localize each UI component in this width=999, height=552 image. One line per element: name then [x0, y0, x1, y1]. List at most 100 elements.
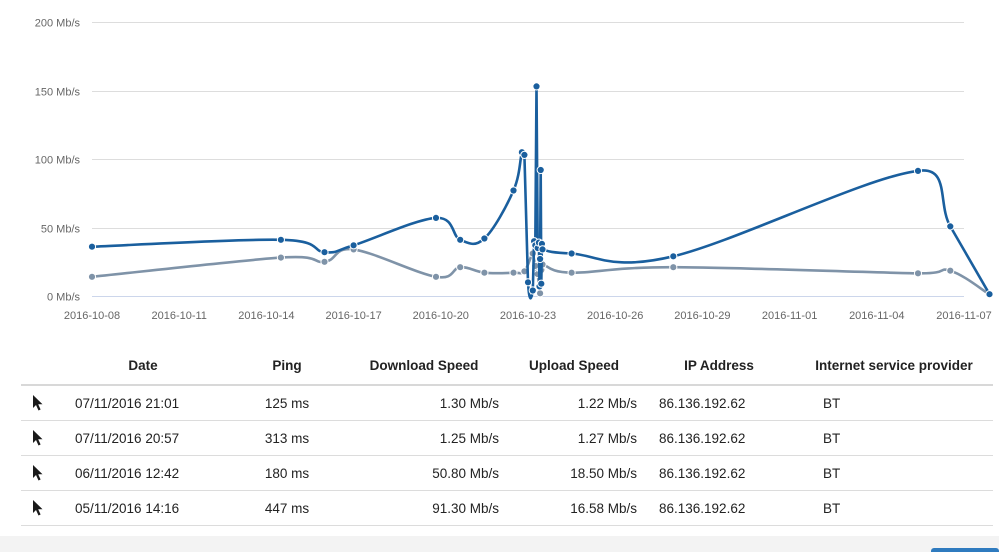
- header-action: [21, 346, 55, 386]
- speedtest-results-table: Date Ping Download Speed Upload Speed IP…: [21, 346, 993, 526]
- x-tick-label: 2016-10-14: [238, 310, 294, 322]
- row-ip-address: 86.136.192.62: [643, 490, 795, 526]
- row-ping: 313 ms: [231, 420, 343, 456]
- table-row[interactable]: 06/11/2016 12:42 180 ms 50.80 Mb/s 18.50 Mb…: [21, 455, 993, 491]
- y-tick-label: 100 Mb/s: [35, 155, 81, 167]
- header-ping[interactable]: Ping: [231, 346, 343, 386]
- x-tick-label: 2016-11-04: [849, 310, 904, 322]
- row-download-speed: 1.30 Mb/s: [343, 384, 505, 421]
- x-axis-labels: 2016-10-08 2016-10-11 2016-10-14 2016-10-17…: [64, 310, 992, 322]
- row-date: 05/11/2016 14:16: [55, 490, 231, 526]
- header-download-speed[interactable]: Download Speed: [343, 346, 505, 386]
- data-point[interactable]: [87, 242, 97, 251]
- table-header-row: Date Ping Download Speed Upload Speed IP…: [21, 346, 993, 386]
- x-tick-label: 2016-11-01: [762, 310, 817, 322]
- corner-button[interactable]: [931, 548, 999, 552]
- y-tick-label: 0 Mb/s: [47, 292, 81, 304]
- header-date[interactable]: Date: [55, 346, 231, 386]
- table-row[interactable]: 07/11/2016 20:57 313 ms 1.25 Mb/s 1.27 Mb/s…: [21, 420, 993, 456]
- row-date: 07/11/2016 20:57: [55, 420, 231, 456]
- data-point[interactable]: [532, 82, 541, 91]
- data-point[interactable]: [320, 248, 329, 257]
- data-point[interactable]: [913, 269, 923, 278]
- data-point[interactable]: [509, 186, 518, 195]
- header-ip-address[interactable]: IP Address: [643, 346, 795, 386]
- data-point[interactable]: [480, 234, 489, 243]
- y-axis-labels: 0 Mb/s 50 Mb/s 100 Mb/s 150 Mb/s 200 Mb/s: [35, 18, 81, 304]
- table-row[interactable]: 07/11/2016 21:01 125 ms 1.30 Mb/s 1.22 Mb/s…: [21, 384, 993, 421]
- chart-grid: [92, 22, 964, 297]
- data-point[interactable]: [538, 245, 547, 254]
- row-select-cell[interactable]: [21, 490, 55, 526]
- series-line: [87, 82, 994, 300]
- row-select-cell[interactable]: [21, 384, 55, 421]
- row-ping: 447 ms: [231, 490, 343, 526]
- row-ip-address: 86.136.192.62: [643, 384, 795, 421]
- row-ip-address: 86.136.192.62: [643, 455, 795, 491]
- data-point[interactable]: [985, 290, 994, 299]
- row-select-cell[interactable]: [21, 455, 55, 491]
- row-upload-speed: 16.58 Mb/s: [505, 490, 643, 526]
- row-date: 07/11/2016 21:01: [55, 384, 231, 421]
- row-download-speed: 50.80 Mb/s: [343, 455, 505, 491]
- x-tick-label: 2016-10-26: [587, 310, 643, 322]
- data-point[interactable]: [567, 249, 576, 258]
- data-point[interactable]: [536, 289, 545, 298]
- row-isp: BT: [795, 384, 993, 421]
- x-tick-label: 2016-10-17: [325, 310, 381, 322]
- cursor-arrow-icon[interactable]: [32, 500, 44, 516]
- x-tick-label: 2016-11-07: [936, 310, 991, 322]
- x-tick-label: 2016-10-20: [413, 310, 469, 322]
- row-select-cell[interactable]: [21, 420, 55, 456]
- row-isp: BT: [795, 420, 993, 456]
- data-point[interactable]: [523, 278, 533, 287]
- row-upload-speed: 18.50 Mb/s: [505, 455, 643, 491]
- row-download-speed: 1.25 Mb/s: [343, 420, 505, 456]
- speed-chart: 0 Mb/s 50 Mb/s 100 Mb/s 150 Mb/s 200 Mb/s 20…: [35, 18, 994, 322]
- data-point[interactable]: [349, 241, 358, 250]
- cursor-arrow-icon[interactable]: [32, 430, 44, 446]
- x-tick-label: 2016-10-23: [500, 310, 556, 322]
- x-tick-label: 2016-10-08: [64, 310, 120, 322]
- row-isp: BT: [795, 455, 993, 491]
- data-point[interactable]: [669, 252, 678, 261]
- chart-series: [87, 82, 994, 300]
- data-point[interactable]: [946, 222, 955, 231]
- x-tick-label: 2016-10-29: [674, 310, 730, 322]
- row-upload-speed: 1.22 Mb/s: [505, 384, 643, 421]
- data-point[interactable]: [276, 235, 285, 244]
- row-download-speed: 91.30 Mb/s: [343, 490, 505, 526]
- data-point[interactable]: [913, 166, 923, 175]
- data-point[interactable]: [537, 279, 546, 288]
- data-point[interactable]: [567, 268, 576, 277]
- data-point[interactable]: [520, 150, 529, 159]
- data-point[interactable]: [509, 268, 518, 277]
- data-point[interactable]: [536, 254, 545, 264]
- data-point[interactable]: [480, 268, 489, 277]
- data-point[interactable]: [320, 257, 329, 266]
- data-point[interactable]: [87, 272, 97, 281]
- x-tick-label: 2016-10-11: [151, 310, 206, 322]
- table-row[interactable]: 05/11/2016 14:16 447 ms 91.30 Mb/s 16.58 Mb…: [21, 490, 993, 526]
- header-isp[interactable]: Internet service provider: [795, 346, 993, 386]
- data-point[interactable]: [431, 272, 441, 281]
- cursor-arrow-icon[interactable]: [32, 395, 44, 411]
- series-path: [90, 85, 991, 300]
- data-point[interactable]: [669, 263, 678, 272]
- data-point[interactable]: [456, 235, 465, 244]
- data-point[interactable]: [528, 286, 537, 295]
- header-upload-speed[interactable]: Upload Speed: [505, 346, 643, 386]
- data-point[interactable]: [536, 165, 545, 175]
- data-point[interactable]: [946, 266, 955, 275]
- row-isp: BT: [795, 490, 993, 526]
- data-point[interactable]: [456, 263, 465, 272]
- row-ping: 125 ms: [231, 384, 343, 421]
- data-point[interactable]: [431, 213, 441, 222]
- row-date: 06/11/2016 12:42: [55, 455, 231, 491]
- cursor-arrow-icon[interactable]: [32, 465, 44, 481]
- row-upload-speed: 1.27 Mb/s: [505, 420, 643, 456]
- row-ping: 180 ms: [231, 455, 343, 491]
- y-tick-label: 200 Mb/s: [35, 18, 81, 30]
- bottom-bar: [0, 536, 999, 552]
- data-point[interactable]: [276, 253, 285, 262]
